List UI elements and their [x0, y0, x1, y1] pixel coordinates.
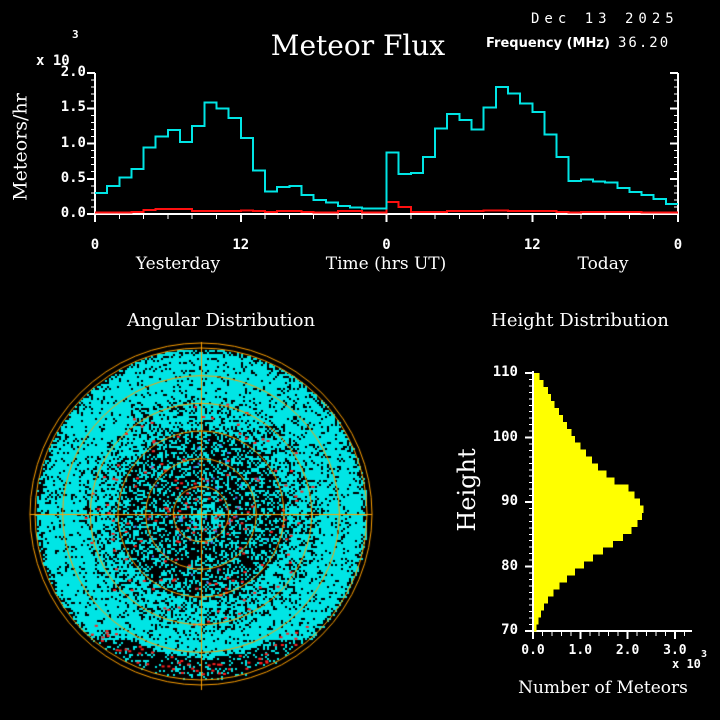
- height-ytick-80: 80: [501, 557, 518, 574]
- height-bar: [534, 393, 551, 402]
- flux-x-axis-label: Time (hrs UT): [325, 254, 447, 274]
- height-bar: [534, 575, 568, 583]
- flux-y-axis-label: Meteors/hr: [9, 93, 32, 201]
- height-bar: [534, 463, 598, 472]
- flux-ytick-2.0: 2.0: [60, 64, 86, 80]
- height-bar: [534, 624, 537, 632]
- height-bar: [534, 414, 563, 423]
- height-bar: [534, 373, 540, 381]
- height-bar: [534, 400, 555, 409]
- height-ytick-70: 70: [501, 622, 518, 638]
- height-bar: [534, 421, 568, 430]
- height-bar: [534, 533, 623, 541]
- flux-background-series: [95, 201, 678, 214]
- flux-xtick-4: 0: [673, 237, 683, 253]
- height-bar: [534, 442, 581, 451]
- height-bar: [534, 540, 613, 548]
- flux-meteor-series: [95, 86, 678, 210]
- height-bar: [534, 470, 607, 478]
- flux-xtick-3: 12: [523, 237, 541, 253]
- date-label: Dec 13 2025: [531, 11, 679, 27]
- height-ytick-90: 90: [501, 493, 518, 509]
- flux-xtick-2: 0: [382, 237, 391, 253]
- height-ytick-100: 100: [492, 428, 518, 445]
- height-bar: [534, 547, 604, 555]
- frequency-label: Frequency (MHz): [486, 36, 610, 51]
- height-bar: [534, 491, 635, 499]
- height-xtick-1.0: 1.0: [568, 643, 593, 658]
- height-bar: [534, 554, 594, 562]
- flux-y-multiplier: x 10: [36, 53, 70, 69]
- height-bar: [534, 456, 593, 465]
- flux-ytick-1.5: 1.5: [60, 99, 86, 116]
- height-xtick-0.0: 0.0: [521, 643, 545, 658]
- height-bar: [534, 484, 629, 492]
- flux-ytick-1.0: 1.0: [60, 134, 86, 151]
- height-x-exponent: 3: [701, 649, 708, 660]
- height-bar: [534, 386, 549, 395]
- height-xtick-3.0: 3.0: [663, 643, 687, 658]
- height-bar: [534, 519, 638, 527]
- height-bar: [534, 596, 549, 604]
- height-ytick-110: 110: [492, 364, 518, 380]
- flux-y-exponent: 3: [72, 28, 79, 41]
- height-bar: [534, 589, 554, 597]
- height-bar: [534, 561, 585, 569]
- flux-xtick-1: 12: [232, 237, 250, 253]
- height-bar: [534, 603, 544, 611]
- height-x-multiplier: x 10: [672, 657, 701, 671]
- height-bar: [534, 379, 544, 388]
- flux-ytick-0.0: 0.0: [60, 205, 86, 221]
- height-xtick-2.0: 2.0: [615, 643, 640, 658]
- flux-xtick-0: 0: [90, 237, 100, 253]
- height-bar: [534, 498, 640, 506]
- height-y-axis-label: Height: [452, 448, 481, 532]
- height-bar: [534, 568, 576, 576]
- frequency-value: 36.20: [618, 35, 671, 51]
- flux-yesterday-label: Yesterday: [135, 254, 221, 274]
- height-bar: [534, 477, 615, 485]
- height-bar: [534, 435, 576, 444]
- flux-today-label: Today: [577, 254, 629, 274]
- height-bar: [534, 610, 542, 618]
- height-x-axis-label: Number of Meteors: [518, 678, 688, 698]
- height-bar: [534, 526, 632, 534]
- height-bar: [534, 505, 644, 513]
- height-bar: [534, 512, 642, 520]
- height-bar: [534, 428, 572, 437]
- height-bar: [534, 449, 586, 458]
- flux-ytick-0.5: 0.5: [60, 169, 86, 186]
- height-bar: [534, 617, 539, 625]
- height-bar: [534, 582, 560, 590]
- height-bar: [534, 407, 560, 416]
- angular-distribution-title: Angular Distribution: [126, 310, 316, 331]
- angular-distribution-canvas: [20, 336, 380, 696]
- page-title: Meteor Flux: [270, 29, 446, 62]
- height-distribution-title: Height Distribution: [491, 310, 669, 331]
